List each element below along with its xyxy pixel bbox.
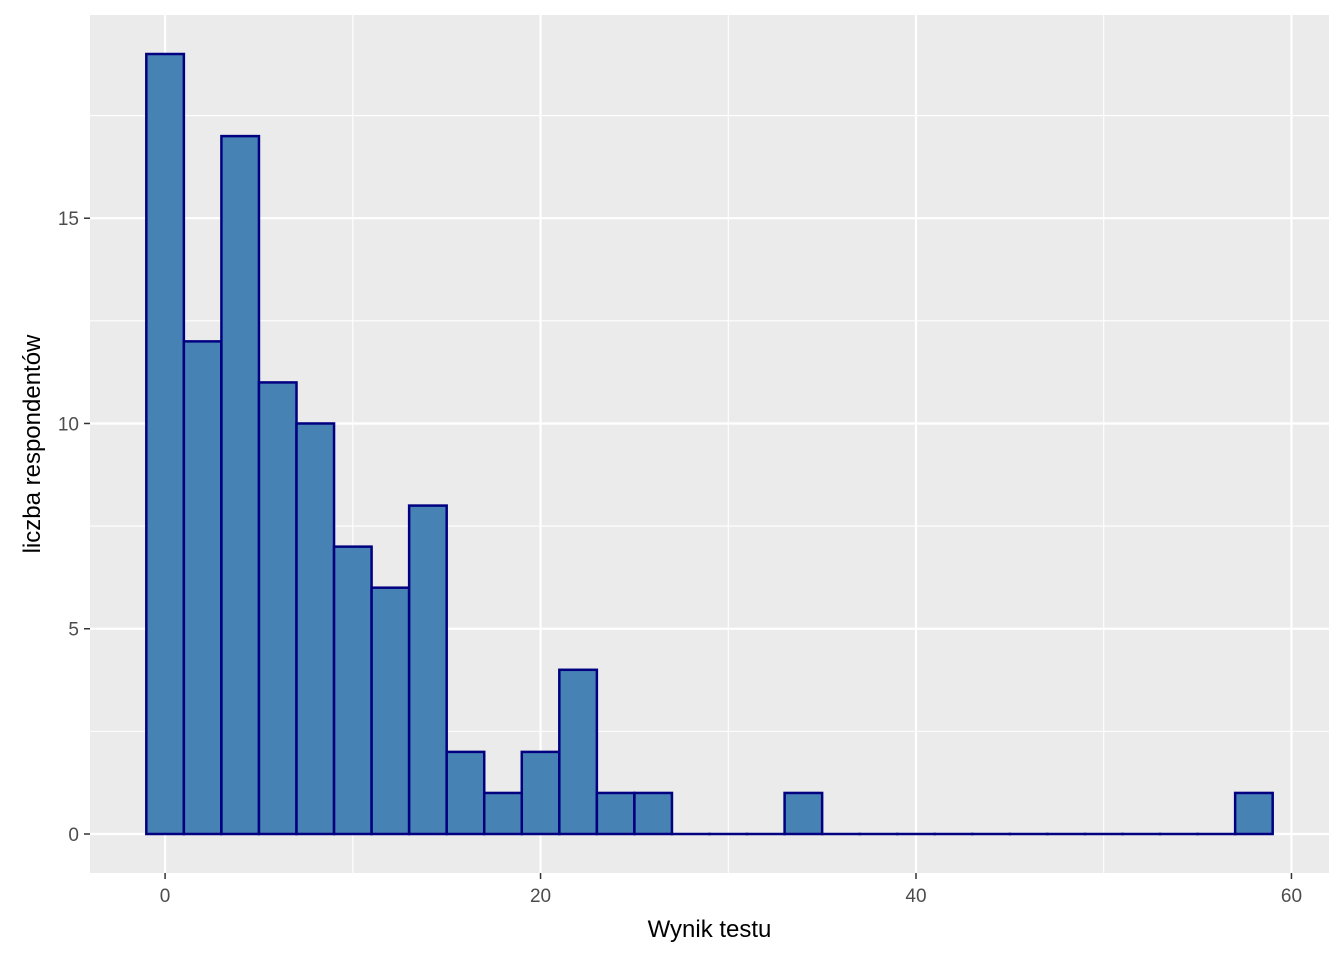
histogram-bar	[558, 668, 599, 836]
histogram-bar	[370, 586, 411, 836]
y-tick-label: 10	[58, 414, 79, 435]
x-tick-label: 0	[160, 886, 171, 907]
x-axis: 0 20 40 60	[160, 873, 1302, 907]
histogram-bars	[145, 52, 1274, 836]
histogram-bar	[783, 791, 824, 836]
histogram-bar	[182, 340, 223, 836]
y-axis-title: liczba respondentów	[19, 334, 46, 553]
histogram-bar	[407, 504, 448, 836]
histogram-bar	[295, 422, 336, 836]
y-tick-label: 15	[58, 209, 79, 230]
histogram-bar	[520, 750, 561, 836]
histogram-bar	[595, 791, 636, 836]
x-tick-label: 40	[905, 886, 926, 907]
x-tick-label: 20	[530, 886, 551, 907]
x-axis-title: Wynik testu	[648, 916, 772, 943]
histogram-bar	[220, 134, 261, 836]
histogram-bar	[1233, 791, 1274, 836]
y-tick-label: 0	[68, 825, 79, 846]
y-tick-label: 5	[68, 620, 79, 641]
histogram-bar	[482, 791, 524, 836]
x-tick-label: 60	[1281, 886, 1302, 907]
histogram-bar	[633, 791, 674, 836]
histogram-bar	[257, 381, 298, 836]
histogram-bar	[145, 52, 186, 836]
histogram-bar	[332, 545, 373, 836]
histogram-bar	[445, 750, 486, 836]
y-axis: 0 5 10 15	[58, 209, 90, 846]
